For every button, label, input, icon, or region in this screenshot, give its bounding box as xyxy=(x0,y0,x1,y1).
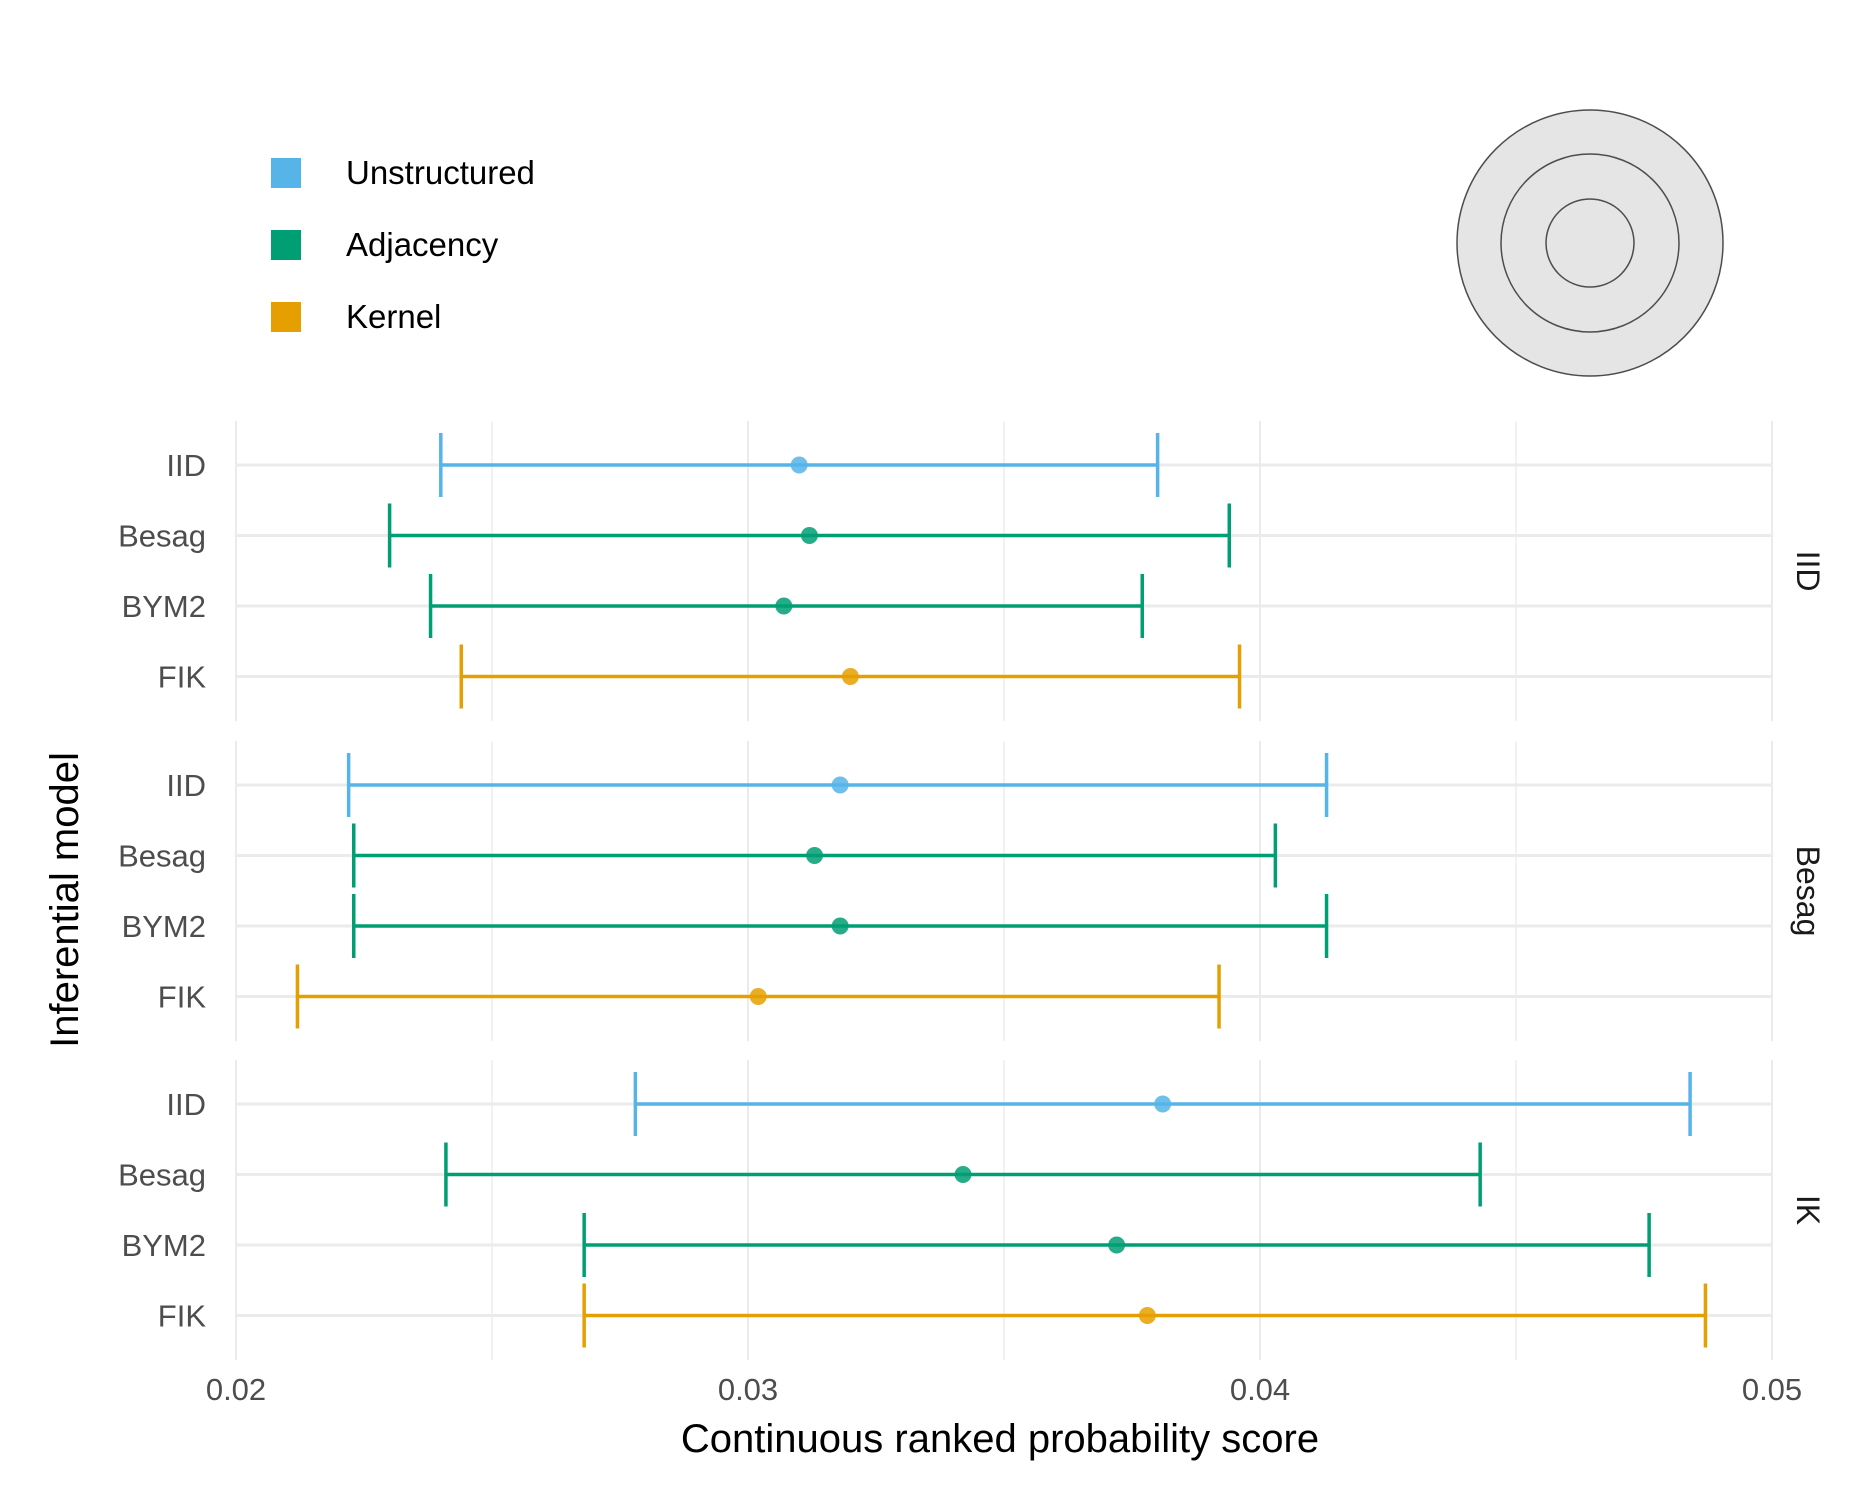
range-besag-iid xyxy=(346,753,1329,817)
panel-iid xyxy=(387,433,1242,709)
y-axis-title: Inferential model xyxy=(43,752,87,1048)
y-tick-label: BYM2 xyxy=(122,1228,206,1263)
panel-besag xyxy=(295,753,1329,1029)
x-axis-title: Continuous ranked probability score xyxy=(681,1417,1319,1461)
panel-ik xyxy=(444,1072,1708,1348)
point-estimate xyxy=(806,847,824,864)
legend-key-kernel xyxy=(271,302,301,332)
y-tick-label: BYM2 xyxy=(122,589,206,624)
y-tick-label: FIK xyxy=(158,1299,207,1334)
x-tick-label: 0.05 xyxy=(1742,1372,1802,1407)
point-estimate xyxy=(831,917,849,935)
point-estimate xyxy=(749,988,767,1005)
legend-label-kernel: Kernel xyxy=(346,298,441,335)
range-ik-iid xyxy=(633,1072,1692,1136)
y-tick-label: IID xyxy=(166,768,206,803)
range-iid-fik xyxy=(459,644,1242,709)
target-inner-ring xyxy=(1545,198,1635,288)
y-tick-label: BYM2 xyxy=(122,909,206,944)
range-besag-bym2 xyxy=(352,894,1329,958)
range-besag-besag xyxy=(352,823,1278,888)
point-estimate xyxy=(1108,1236,1126,1254)
y-tick-labels: IID Besag BYM2 FIK IID Besag BYM2 FIK IID Besag BY… xyxy=(118,448,206,1334)
point-estimate xyxy=(954,1166,972,1183)
x-tick-label: 0.02 xyxy=(206,1372,266,1407)
legend-key-unstructured xyxy=(271,158,301,188)
y-tick-label: Besag xyxy=(118,1158,206,1193)
strip-label-ik: IK xyxy=(1790,1195,1826,1225)
range-besag-fik xyxy=(295,964,1221,1029)
y-tick-label: FIK xyxy=(158,980,207,1015)
y-tick-label: Besag xyxy=(118,519,206,554)
range-iid-iid xyxy=(439,433,1160,497)
point-estimate xyxy=(800,527,818,544)
y-tick-label: Besag xyxy=(118,839,206,874)
point-estimate xyxy=(1154,1095,1172,1113)
y-tick-label: FIK xyxy=(158,660,207,695)
range-ik-fik xyxy=(582,1283,1708,1348)
legend: Unstructured Adjacency Kernel xyxy=(271,154,535,335)
legend-key-adjacency xyxy=(271,230,301,260)
range-iid-besag xyxy=(387,503,1232,568)
y-tick-label: IID xyxy=(166,1087,206,1122)
range-ik-bym2 xyxy=(582,1213,1651,1277)
x-tick-labels: 0.02 0.03 0.04 0.05 xyxy=(206,1372,1802,1407)
legend-label-adjacency: Adjacency xyxy=(346,226,499,263)
y-tick-label: IID xyxy=(166,448,206,483)
point-estimate xyxy=(841,668,859,685)
point-estimate xyxy=(831,776,849,794)
x-tick-label: 0.04 xyxy=(1230,1372,1290,1407)
range-ik-besag xyxy=(444,1142,1482,1207)
legend-label-unstructured: Unstructured xyxy=(346,154,535,191)
range-iid-bym2 xyxy=(428,574,1144,638)
point-estimate xyxy=(1138,1307,1156,1324)
point-estimate xyxy=(790,456,808,474)
panels: IID Besag IK xyxy=(295,433,1826,1348)
target-icon xyxy=(1456,109,1724,377)
point-estimate xyxy=(775,597,793,615)
strip-label-iid: IID xyxy=(1790,551,1826,592)
x-tick-label: 0.03 xyxy=(718,1372,778,1407)
strip-label-besag: Besag xyxy=(1790,846,1826,937)
